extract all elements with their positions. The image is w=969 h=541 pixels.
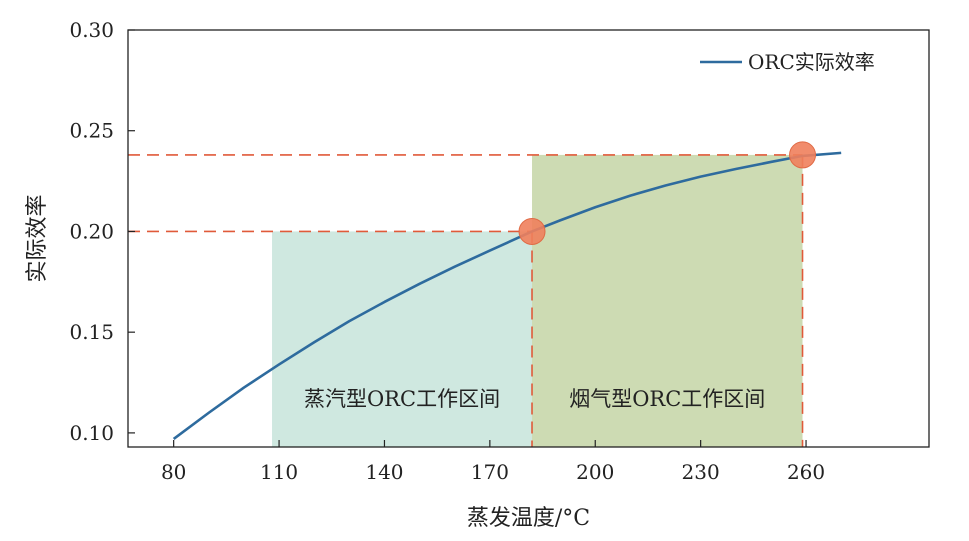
legend: ORC实际效率 (700, 50, 875, 74)
region-1 (532, 154, 803, 447)
region-0 (272, 231, 533, 447)
region-labels: 蒸汽型ORC工作区间 烟气型ORC工作区间 (304, 387, 765, 411)
y-tick-label-0: 0.10 (69, 421, 114, 445)
y-tick-label-1: 0.15 (69, 320, 114, 344)
x-tick-label-1: 110 (260, 460, 298, 484)
plot-frame (127, 29, 930, 448)
x-tick-label-0: 80 (161, 460, 186, 484)
y-tick-label-2: 0.20 (69, 219, 114, 243)
x-tick-label-2: 140 (365, 460, 403, 484)
x-ticks: 80 110 140 170 200 230 260 (161, 440, 825, 484)
y-axis-label: 实际效率 (25, 194, 50, 282)
y-tick-label-3: 0.25 (69, 119, 114, 143)
series-line-0 (172, 151, 842, 440)
x-tick-label-5: 230 (682, 460, 720, 484)
x-axis-label: 蒸发温度/°C (467, 506, 590, 531)
marker-point-1 (789, 141, 817, 169)
legend-label: ORC实际效率 (748, 50, 875, 74)
x-tick-label-3: 170 (471, 460, 509, 484)
region-label-1: 烟气型ORC工作区间 (569, 387, 765, 411)
series-layer (172, 151, 842, 440)
marker-point-0 (518, 217, 546, 245)
y-ticks: 0.10 0.15 0.20 0.25 0.30 (69, 18, 135, 445)
x-tick-label-4: 200 (576, 460, 614, 484)
markers-layer (518, 141, 817, 245)
y-tick-label-4: 0.30 (69, 18, 114, 42)
region-label-0: 蒸汽型ORC工作区间 (304, 387, 500, 411)
x-tick-label-6: 260 (787, 460, 825, 484)
regions-layer (272, 154, 803, 447)
reference-lines-layer (128, 154, 804, 447)
